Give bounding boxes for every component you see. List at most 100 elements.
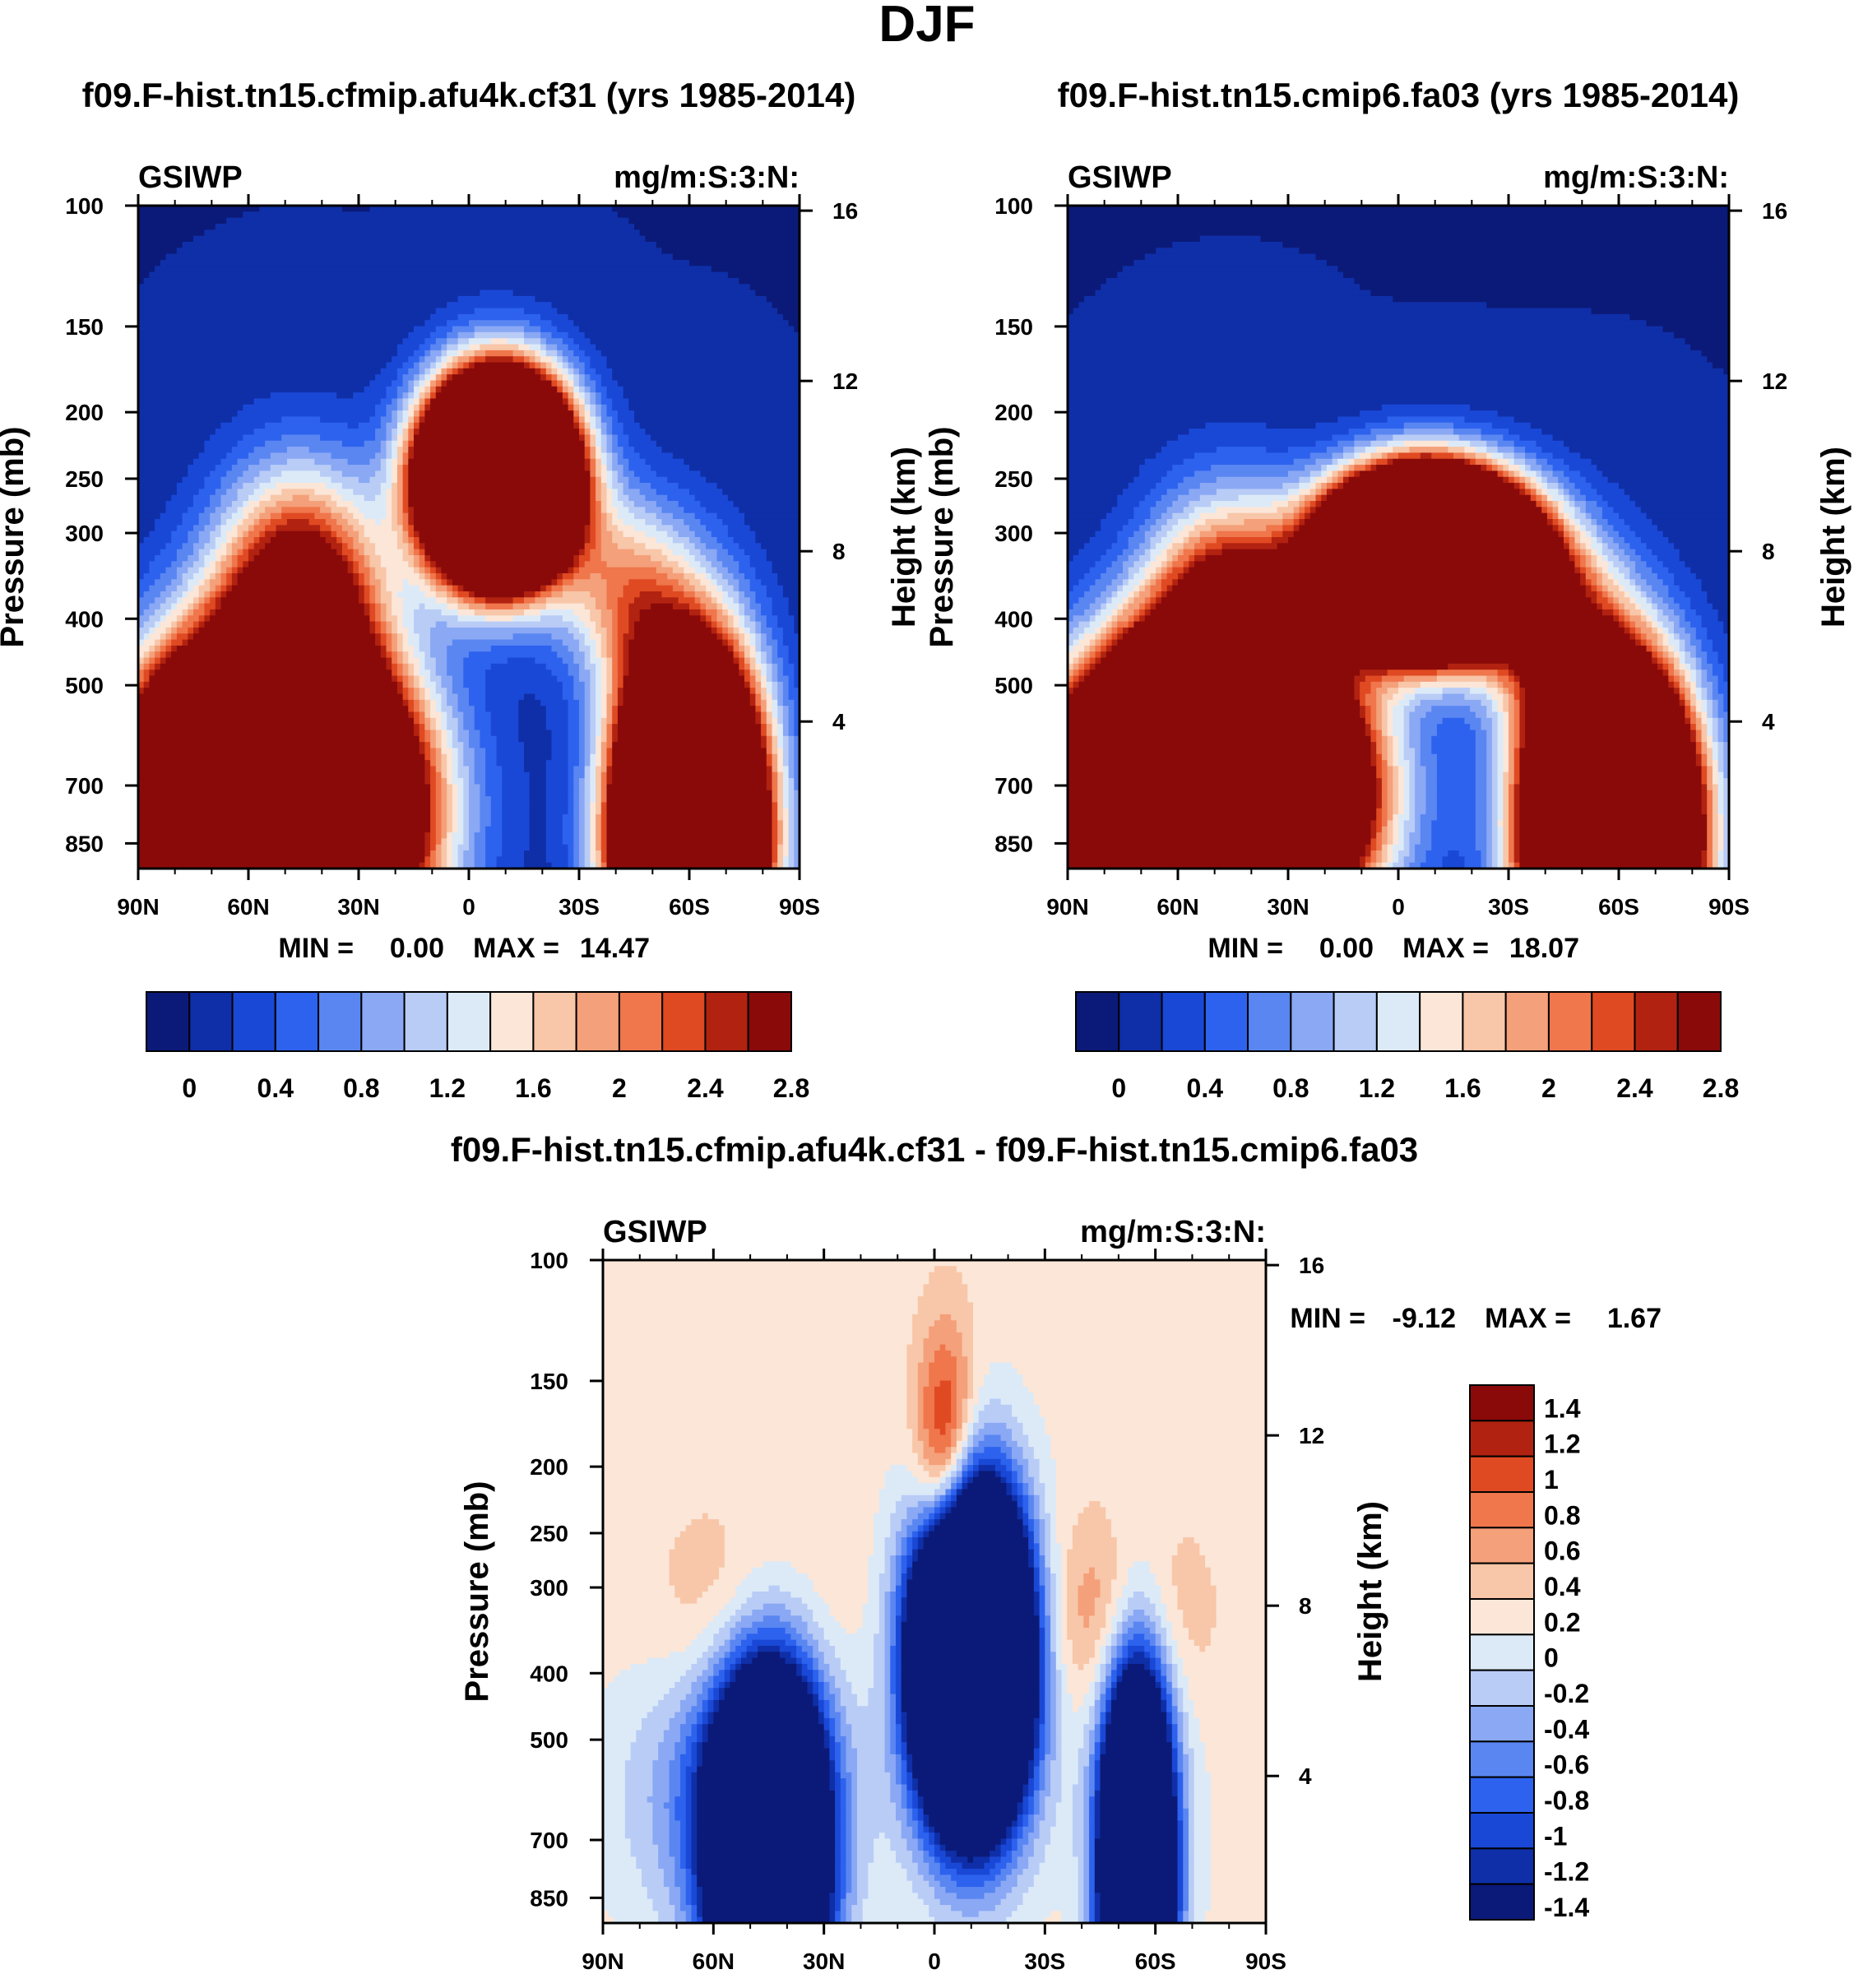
field-cell	[540, 350, 547, 357]
field-cell	[1398, 748, 1405, 755]
field-cell	[912, 1326, 929, 1333]
field-cell	[1089, 639, 1096, 646]
field-cell	[435, 735, 443, 743]
field-cell	[612, 675, 619, 683]
field-cell	[1288, 470, 1311, 478]
field-cell	[1624, 591, 1630, 598]
field-cell	[1513, 766, 1520, 773]
field-cell	[1695, 688, 1703, 695]
field-cell	[1712, 802, 1719, 809]
field-cell	[386, 633, 392, 641]
field-cell	[402, 458, 409, 466]
field-cell	[353, 579, 359, 586]
field-cell	[1668, 537, 1729, 544]
field-cell	[606, 760, 613, 767]
field-cell	[386, 621, 392, 628]
field-cell	[1068, 380, 1729, 387]
field-cell	[584, 820, 591, 827]
field-cell	[231, 447, 255, 454]
field-cell	[380, 489, 387, 496]
field-cell	[441, 344, 447, 351]
field-cell	[518, 717, 547, 725]
field-cell	[794, 790, 800, 797]
field-cell	[634, 537, 657, 544]
field-cell	[220, 501, 233, 507]
field-cell	[1305, 507, 1311, 514]
field-cell	[794, 862, 800, 869]
field-cell	[1415, 826, 1421, 833]
field-cell	[929, 1277, 963, 1285]
field-cell	[929, 1272, 963, 1279]
field-cell	[1360, 670, 1388, 677]
field-cell	[1387, 748, 1393, 755]
field-cell	[143, 633, 150, 641]
field-cell	[1646, 579, 1664, 586]
field-cell	[1282, 531, 1295, 538]
field-cell	[386, 465, 392, 471]
field-cell	[600, 735, 608, 743]
field-cell	[1111, 591, 1118, 598]
field-cell	[1381, 675, 1405, 683]
field-cell	[606, 651, 613, 659]
field-cell	[651, 434, 800, 442]
field-cell	[744, 609, 756, 616]
field-cell	[973, 1393, 980, 1400]
field-cell	[656, 512, 674, 520]
field-cell	[414, 519, 591, 526]
field-cell	[761, 663, 767, 670]
field-cell	[474, 844, 486, 851]
field-cell	[452, 838, 464, 846]
field-cell	[612, 688, 619, 695]
field-cell	[138, 429, 216, 436]
field-cell	[188, 470, 211, 478]
field-cell	[612, 494, 619, 502]
field-cell	[1690, 735, 1697, 743]
field-cell	[435, 392, 563, 400]
field-cell	[188, 465, 216, 471]
field-cell	[716, 585, 723, 592]
field-cell	[1326, 470, 1333, 478]
field-cell	[1580, 543, 1587, 550]
field-cell	[138, 585, 150, 592]
field-cell	[359, 567, 370, 574]
field-cell	[651, 465, 690, 471]
field-cell	[1569, 531, 1575, 538]
field-cell	[380, 579, 387, 586]
field-cell	[1415, 784, 1427, 791]
field-cell	[414, 561, 420, 568]
field-cell	[259, 549, 337, 556]
field-cell	[452, 820, 459, 827]
field-cell	[215, 597, 222, 605]
y-tick-label: 250	[65, 466, 104, 492]
field-cell	[1717, 657, 1729, 665]
field-cell	[1607, 597, 1614, 605]
field-cell	[375, 374, 398, 382]
field-cell	[1387, 753, 1393, 761]
field-cell	[1393, 742, 1399, 749]
field-cell	[1337, 440, 1355, 447]
field-cell	[408, 489, 591, 496]
field-cell	[1723, 724, 1729, 731]
field-cell	[1068, 663, 1074, 670]
field-cell	[590, 362, 608, 369]
field-cell	[138, 410, 239, 418]
field-cell	[639, 591, 663, 598]
field-cell	[777, 784, 784, 791]
field-cell	[1497, 820, 1504, 827]
field-cell	[1321, 470, 1328, 478]
field-cell	[485, 356, 514, 364]
field-cell	[419, 554, 425, 562]
field-cell	[320, 525, 332, 532]
field-cell	[562, 338, 574, 345]
field-cell	[369, 567, 376, 574]
field-cell	[545, 344, 558, 351]
field-cell	[1475, 742, 1487, 749]
field-cell	[463, 724, 475, 731]
field-cell	[739, 579, 751, 586]
field-cell	[661, 591, 684, 598]
field-cell	[788, 802, 795, 809]
field-cell	[1657, 525, 1729, 532]
field-cell	[1690, 663, 1697, 670]
field-cell	[452, 688, 470, 695]
field-cell	[435, 567, 443, 574]
